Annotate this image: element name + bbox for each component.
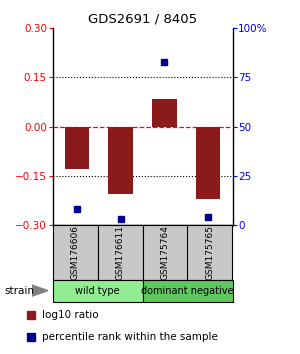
Bar: [142, 225, 188, 280]
Bar: [52, 225, 98, 280]
Text: GSM175765: GSM175765: [206, 225, 214, 280]
Bar: [52, 280, 142, 302]
Text: log10 ratio: log10 ratio: [42, 310, 99, 320]
Text: GSM176611: GSM176611: [116, 225, 124, 280]
Bar: [152, 99, 176, 126]
Bar: [64, 126, 89, 169]
Title: GDS2691 / 8405: GDS2691 / 8405: [88, 13, 197, 26]
Text: percentile rank within the sample: percentile rank within the sample: [42, 332, 218, 342]
Bar: [142, 280, 232, 302]
Text: GSM176606: GSM176606: [70, 225, 80, 280]
Polygon shape: [32, 285, 48, 296]
Text: strain: strain: [4, 286, 34, 296]
Bar: [188, 225, 232, 280]
Bar: [98, 225, 142, 280]
Bar: [109, 126, 133, 194]
Text: wild type: wild type: [75, 286, 120, 296]
Text: dominant negative: dominant negative: [141, 286, 234, 296]
Bar: [196, 126, 220, 199]
Text: GSM175764: GSM175764: [160, 225, 169, 280]
